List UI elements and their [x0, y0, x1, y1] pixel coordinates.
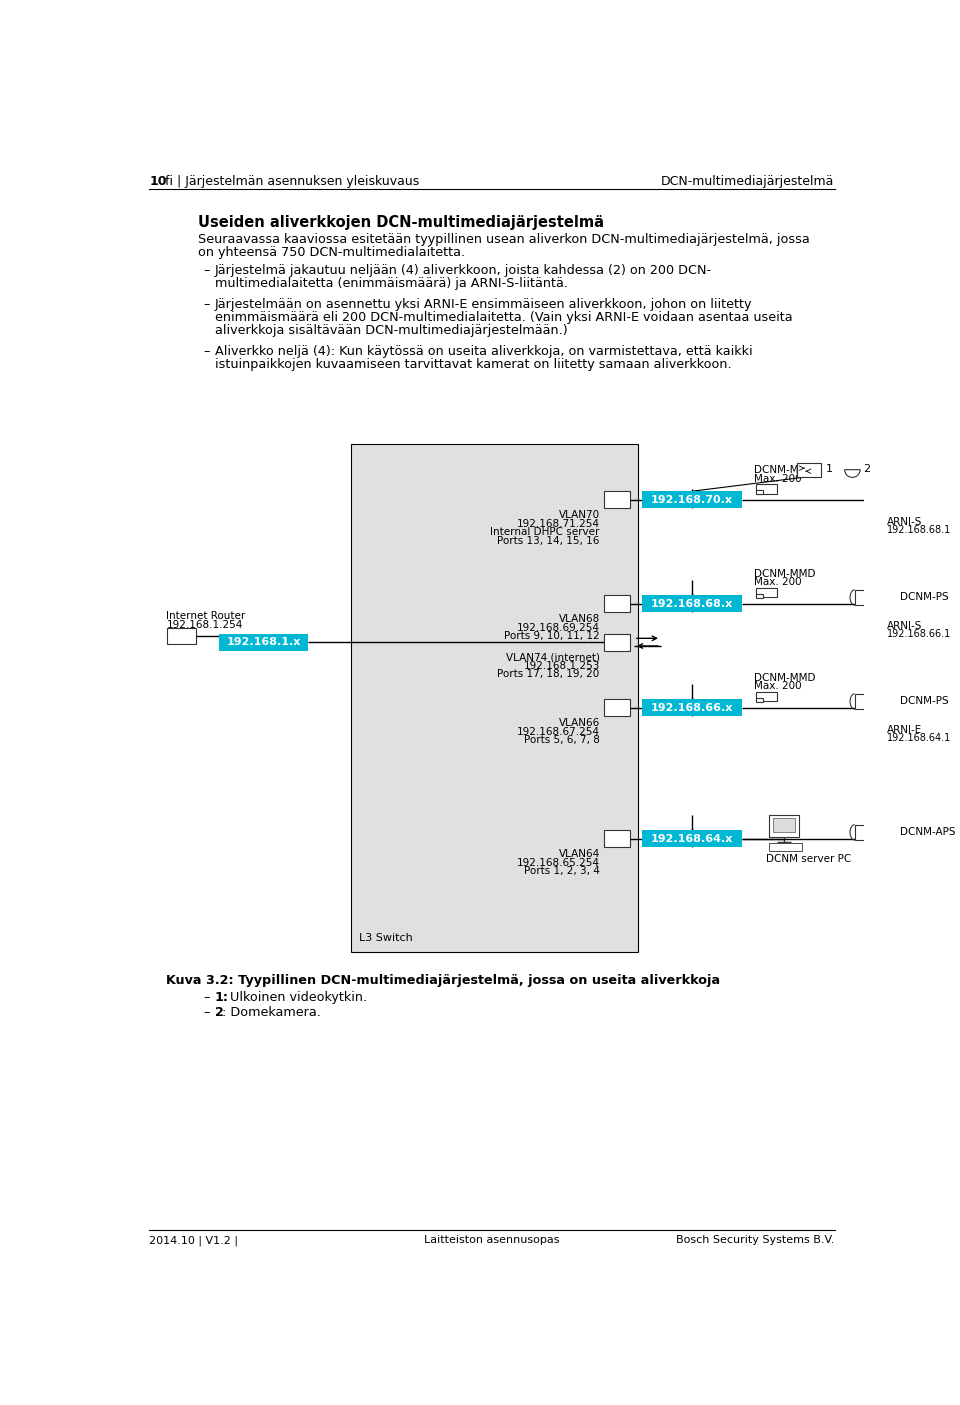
Bar	[886, 592, 919, 620]
Text: Ports 17, 18, 19, 20: Ports 17, 18, 19, 20	[497, 669, 600, 679]
Text: 192.168.67.254: 192.168.67.254	[516, 726, 600, 736]
Text: 2014.10 | V1.2 |: 2014.10 | V1.2 |	[150, 1235, 238, 1246]
Bar	[774, 818, 795, 832]
Bar	[604, 596, 630, 613]
Bar	[756, 698, 763, 702]
Text: 192.168.65.254: 192.168.65.254	[516, 857, 600, 868]
Text: VLAN70: VLAN70	[559, 510, 600, 520]
Bar	[797, 462, 822, 476]
Wedge shape	[845, 469, 860, 478]
Bar	[756, 693, 778, 701]
Bar	[166, 628, 196, 643]
Bar	[854, 825, 898, 840]
Text: ARNI-E: ARNI-E	[886, 725, 922, 735]
Text: 1: 1	[826, 464, 833, 475]
Text: Ports 5, 6, 7, 8: Ports 5, 6, 7, 8	[524, 735, 600, 745]
Text: Järjestelmä jakautuu neljään (4) aliverkkoon, joista kahdessa (2) on 200 DCN-: Järjestelmä jakautuu neljään (4) aliverk…	[214, 264, 711, 277]
Text: –: –	[204, 991, 210, 1005]
Text: Max. 200: Max. 200	[754, 473, 802, 483]
Text: Max. 200: Max. 200	[754, 577, 802, 587]
Text: Internet Router: Internet Router	[166, 611, 246, 621]
Text: 192.168.70.x: 192.168.70.x	[651, 495, 732, 504]
Bar	[604, 700, 630, 717]
Text: multimedialaitetta (enimmäismäärä) ja ARNI-S-liitäntä.: multimedialaitetta (enimmäismäärä) ja AR…	[214, 277, 567, 291]
Bar	[604, 830, 630, 847]
Text: 192.168.71.254: 192.168.71.254	[516, 518, 600, 528]
Text: ARNI-S: ARNI-S	[886, 621, 922, 631]
Text: 1:: 1:	[214, 991, 228, 1005]
Text: Aliverkko neljä (4): Kun käytössä on useita aliverkkoja, on varmistettava, että : Aliverkko neljä (4): Kun käytössä on use…	[214, 346, 753, 358]
Text: Internal DHPC server: Internal DHPC server	[491, 527, 600, 538]
Text: Kuva 3.2: Tyypillinen DCN-multimediajärjestelmä, jossa on useita aliverkkoja: Kuva 3.2: Tyypillinen DCN-multimediajärj…	[166, 974, 721, 988]
Text: fi | Järjestelmän asennuksen yleiskuvaus: fi | Järjestelmän asennuksen yleiskuvaus	[165, 174, 420, 188]
Text: VLAN66: VLAN66	[559, 718, 600, 728]
Text: 192.168.68.1: 192.168.68.1	[886, 525, 950, 535]
Bar	[854, 590, 898, 606]
Text: Ports 1, 2, 3, 4: Ports 1, 2, 3, 4	[524, 867, 600, 877]
Text: DCNM-PS: DCNM-PS	[900, 695, 948, 707]
Text: 192.168.1.253: 192.168.1.253	[523, 660, 600, 670]
Text: Ulkoinen videokytkin.: Ulkoinen videokytkin.	[227, 991, 368, 1005]
Text: –: –	[204, 298, 210, 311]
Bar	[756, 594, 763, 599]
Text: 192.168.68.x: 192.168.68.x	[651, 599, 733, 608]
Text: 2: 2	[863, 464, 871, 475]
Text: 2: 2	[214, 1006, 224, 1020]
Text: VLAN74 (internet): VLAN74 (internet)	[506, 652, 600, 662]
Bar	[219, 634, 308, 651]
Bar	[886, 488, 919, 516]
Text: : Domekamera.: : Domekamera.	[223, 1006, 322, 1020]
Text: aliverkkoja sisältävään DCN-multimediajärjestelmään.): aliverkkoja sisältävään DCN-multimediajä…	[214, 325, 567, 337]
Text: DCNM-MMD: DCNM-MMD	[754, 465, 815, 475]
Bar	[886, 695, 919, 724]
Text: DCNM-MMD: DCNM-MMD	[754, 569, 815, 579]
Text: 192.168.64.x: 192.168.64.x	[651, 833, 733, 843]
Text: DCNM-MMD: DCNM-MMD	[754, 673, 815, 683]
Bar	[641, 700, 742, 717]
Bar	[756, 589, 778, 597]
Text: Useiden aliverkkojen DCN-multimediajärjestelmä: Useiden aliverkkojen DCN-multimediajärje…	[198, 215, 604, 230]
Bar	[756, 485, 778, 493]
Text: istuinpaikkojen kuvaamiseen tarvittavat kamerat on liitetty samaan aliverkkoon.: istuinpaikkojen kuvaamiseen tarvittavat …	[214, 358, 732, 371]
Text: –: –	[204, 346, 210, 358]
Text: ARNI-S: ARNI-S	[886, 517, 922, 527]
Text: 192.168.69.254: 192.168.69.254	[516, 622, 600, 632]
Bar	[641, 492, 742, 509]
Bar	[770, 815, 799, 837]
Text: Max. 200: Max. 200	[754, 681, 802, 691]
Text: DCNM-APS: DCNM-APS	[900, 828, 955, 837]
Text: Ports 13, 14, 15, 16: Ports 13, 14, 15, 16	[497, 535, 600, 547]
Text: 192.168.66.x: 192.168.66.x	[651, 702, 733, 712]
Bar	[641, 830, 742, 847]
Bar	[351, 444, 637, 953]
Bar	[641, 596, 742, 613]
Text: Ports 9, 10, 11, 12: Ports 9, 10, 11, 12	[504, 631, 600, 641]
Text: DCN-multimediajärjestelmä: DCN-multimediajärjestelmä	[661, 174, 834, 188]
Text: –: –	[204, 264, 210, 277]
Text: Järjestelmään on asennettu yksi ARNI-E ensimmäiseen aliverkkoon, johon on liitet: Järjestelmään on asennettu yksi ARNI-E e…	[214, 298, 752, 311]
Text: VLAN64: VLAN64	[559, 849, 600, 860]
Bar	[756, 490, 763, 495]
Text: DCNM server PC: DCNM server PC	[765, 854, 851, 864]
Text: 10: 10	[150, 174, 167, 188]
Text: –: –	[204, 1006, 210, 1020]
Text: 192.168.66.1: 192.168.66.1	[886, 629, 950, 639]
Text: DCNM-PS: DCNM-PS	[900, 592, 948, 603]
Text: 192.168.64.1: 192.168.64.1	[886, 733, 950, 743]
Bar	[854, 694, 898, 710]
Text: Bosch Security Systems B.V.: Bosch Security Systems B.V.	[676, 1235, 834, 1245]
Bar	[604, 492, 630, 509]
Text: enimmäismäärä eli 200 DCN-multimedialaitetta. (Vain yksi ARNI-E voidaan asentaa : enimmäismäärä eli 200 DCN-multimedialait…	[214, 311, 792, 325]
Text: Seuraavassa kaaviossa esitetään tyypillinen usean aliverkon DCN-multimediajärjes: Seuraavassa kaaviossa esitetään tyypilli…	[198, 232, 809, 246]
Text: Laitteiston asennusopas: Laitteiston asennusopas	[424, 1235, 560, 1245]
Bar	[604, 634, 630, 651]
Bar	[770, 843, 802, 851]
Text: on yhteensä 750 DCN-multimedialaitetta.: on yhteensä 750 DCN-multimedialaitetta.	[198, 246, 465, 259]
Text: 192.168.1.254: 192.168.1.254	[166, 620, 243, 629]
Text: 192.168.1.x: 192.168.1.x	[227, 636, 300, 648]
Text: L3 Switch: L3 Switch	[359, 933, 413, 943]
Text: VLAN68: VLAN68	[559, 614, 600, 624]
